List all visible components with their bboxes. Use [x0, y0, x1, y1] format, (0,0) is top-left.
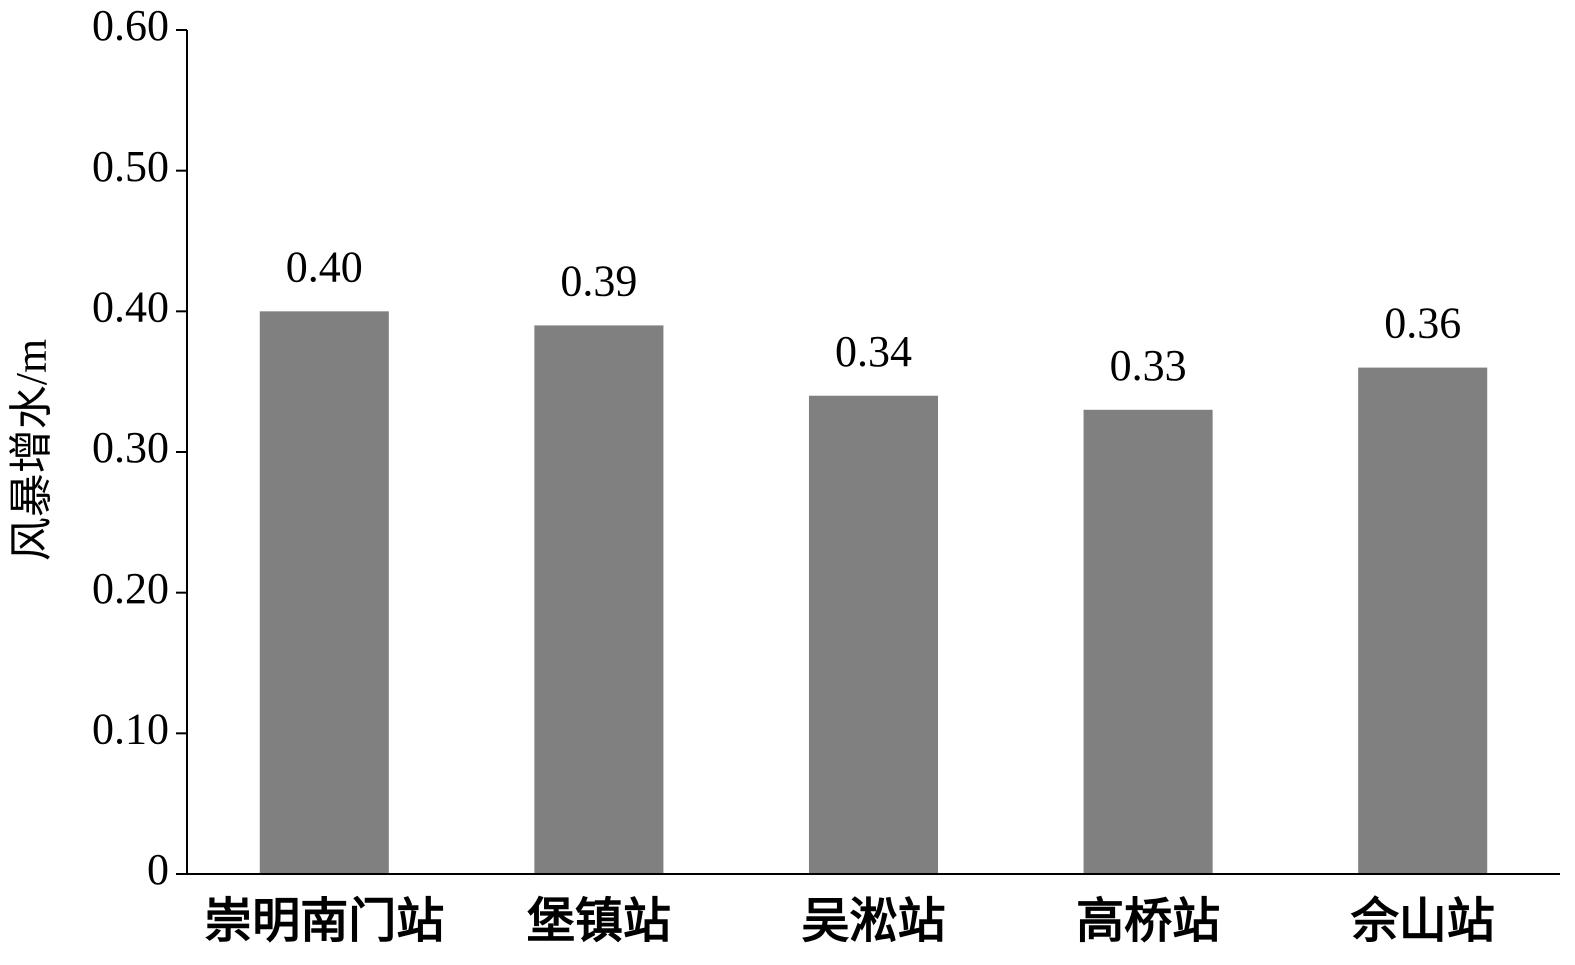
y-tick-label: 0.20 [92, 564, 169, 613]
bar [259, 311, 389, 874]
y-tick-label: 0.40 [92, 282, 169, 331]
value-label: 0.39 [560, 256, 637, 305]
bar [1358, 367, 1488, 874]
y-tick-label: 0.30 [92, 423, 169, 472]
value-label: 0.36 [1384, 299, 1461, 348]
x-tick-label: 佘山站 [1350, 895, 1495, 948]
x-tick-label: 崇明南门站 [204, 895, 444, 948]
y-tick-label: 0.50 [92, 142, 169, 191]
value-label: 0.34 [835, 327, 912, 376]
bar [1083, 409, 1213, 874]
y-tick-label: 0 [147, 845, 169, 894]
x-tick-label: 吴淞站 [801, 895, 945, 948]
bar [808, 395, 939, 874]
y-axis-label: 风暴增水/m [7, 339, 56, 561]
value-label: 0.40 [286, 242, 363, 291]
y-tick-label: 0.60 [92, 1, 169, 50]
y-tick-label: 0.10 [92, 704, 169, 753]
x-tick-label: 堡镇站 [527, 895, 671, 948]
value-label: 0.33 [1110, 341, 1187, 390]
bar [534, 325, 664, 874]
x-tick-label: 高桥站 [1076, 895, 1220, 948]
